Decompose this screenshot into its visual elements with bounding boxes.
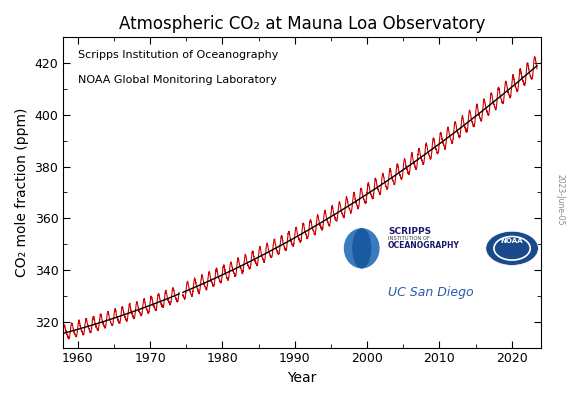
Text: NOAA Global Monitoring Laboratory: NOAA Global Monitoring Laboratory: [78, 74, 276, 84]
Text: SCRIPPS: SCRIPPS: [388, 227, 431, 236]
Text: NOAA: NOAA: [501, 238, 523, 244]
Ellipse shape: [352, 228, 371, 268]
Text: OCEANOGRAPHY: OCEANOGRAPHY: [388, 241, 460, 250]
Title: Atmospheric CO₂ at Mauna Loa Observatory: Atmospheric CO₂ at Mauna Loa Observatory: [119, 15, 485, 33]
Text: 2023-June-05: 2023-June-05: [556, 174, 565, 226]
Ellipse shape: [344, 228, 380, 268]
Y-axis label: CO₂ mole fraction (ppm): CO₂ mole fraction (ppm): [15, 108, 29, 277]
Text: UC San Diego: UC San Diego: [388, 286, 474, 298]
Text: Scripps Institution of Oceanography: Scripps Institution of Oceanography: [78, 50, 278, 60]
Text: INSTITUTION OF: INSTITUTION OF: [388, 236, 430, 242]
X-axis label: Year: Year: [287, 371, 317, 385]
Circle shape: [486, 231, 538, 265]
